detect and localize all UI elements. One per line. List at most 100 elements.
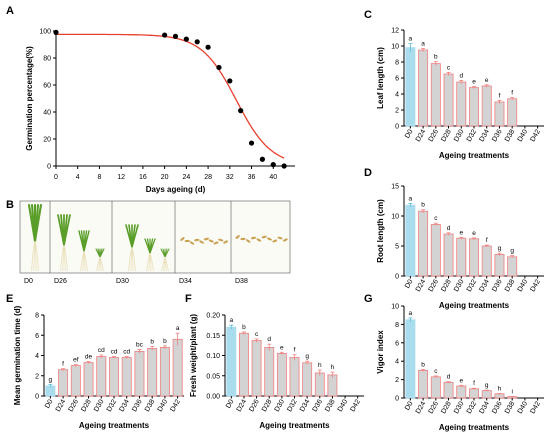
x-tick-label: 28 (204, 174, 212, 181)
data-point (194, 39, 200, 45)
panel-label-f: F (185, 293, 192, 305)
seedling-illustration (95, 248, 105, 272)
x-tick-label: D26 (428, 278, 441, 293)
significance-label: e (472, 230, 476, 237)
bar (405, 204, 416, 277)
y-axis-title: Mean germination time (d) (13, 305, 22, 405)
x-tick-label: D32 (286, 398, 299, 413)
y-tick-label: 10 (391, 214, 399, 221)
x-tick-label: 36 (248, 174, 256, 181)
photo-label-d34: D34 (179, 278, 192, 285)
x-tick-label: D38 (324, 398, 337, 413)
x-tick-label: 32 (226, 174, 234, 181)
x-tick-label: D36 (131, 398, 144, 413)
y-tick-label: 20 (43, 137, 51, 144)
y-tick-label: 2 (395, 377, 399, 384)
x-axis-title: Ageing treatments (79, 421, 150, 430)
x-tick-label: D34 (478, 278, 491, 293)
y-tick-label: 0.10 (206, 353, 220, 360)
y-tick-label: 0.15 (206, 333, 220, 340)
bar (226, 326, 237, 397)
x-tick-label: D24 (415, 400, 428, 415)
leaf-blade (131, 224, 139, 248)
x-tick-label: D24 (236, 398, 249, 413)
bar (159, 346, 170, 397)
bar (147, 348, 158, 397)
significance-label: a (230, 317, 234, 324)
photo-label-d26: D26 (54, 278, 67, 285)
x-tick-label: D30 (93, 398, 106, 413)
y-tick-label: 2 (395, 108, 399, 115)
y-tick-label: 4 (395, 92, 399, 99)
seed (235, 235, 240, 239)
significance-label: f (499, 92, 501, 99)
y-tick-label: 0 (47, 164, 51, 171)
data-point (238, 108, 244, 114)
y-tick-label: 0 (395, 274, 399, 281)
x-tick-label: D26 (428, 400, 441, 415)
y-tick-label: 4 (395, 359, 399, 366)
bar (418, 210, 429, 277)
x-tick-label: D24 (55, 398, 68, 413)
significance-label: a (409, 310, 413, 317)
x-tick-label: D34 (299, 398, 312, 413)
x-tick-label: D26 (68, 398, 81, 413)
bar (302, 362, 313, 397)
bar (430, 63, 441, 127)
germination-curve-chart: 0 4 8 12 16 20 24 28 32 36 40 0 20 40 60 80 100 Days agei… (25, 29, 295, 194)
significance-label: cd (98, 347, 105, 354)
y-tick-label: 2 (35, 373, 39, 380)
mean-germination-time-bar-chart: 0 2 4 6 8 g D0 f D24 ef D26 de D28 cd D30 cd D32 cd D34 bc D… (13, 305, 184, 430)
bar (494, 253, 505, 277)
bar (443, 381, 454, 399)
y-tick-label: 4 (35, 353, 39, 360)
x-tick-label: D38 (144, 398, 157, 413)
x-tick-label: D0 (404, 400, 415, 411)
y-axis-title: Leaf length (cm) (376, 47, 385, 109)
data-point (270, 162, 276, 168)
significance-label: cd (111, 349, 118, 356)
seedling-illustration (57, 214, 71, 272)
data-point (205, 44, 211, 50)
x-tick-label: D0 (404, 128, 415, 139)
significance-label: cd (123, 349, 130, 356)
y-axis-title: Root length (cm) (376, 199, 385, 263)
significance-label: e (459, 377, 463, 384)
bar (481, 85, 492, 127)
significance-label: g (305, 353, 309, 360)
x-tick-label: D34 (478, 400, 491, 415)
bar (405, 47, 416, 127)
panel-label-c: C (364, 9, 372, 21)
bar (481, 245, 492, 277)
seed (250, 236, 257, 240)
y-tick-label: 15 (391, 184, 399, 191)
y-tick-label: 10 (391, 304, 399, 311)
bar (456, 81, 467, 127)
seedling-illustration (144, 238, 156, 272)
leaf-blade (83, 230, 90, 252)
x-tick-label: D36 (491, 400, 504, 415)
significance-label: a (176, 325, 180, 332)
significance-label: d (459, 72, 463, 79)
seed (203, 237, 209, 241)
x-tick-label: D36 (312, 398, 325, 413)
bar (70, 365, 81, 397)
seed (189, 241, 195, 245)
bar (289, 357, 300, 397)
seedling-illustration (27, 203, 43, 272)
bar (251, 340, 262, 397)
significance-label: e (459, 229, 463, 236)
significance-label: g (510, 248, 514, 255)
significance-label: c (434, 215, 438, 222)
x-tick-label: D30 (453, 128, 466, 143)
x-axis-title: Ageing treatments (439, 151, 510, 160)
x-tick-label: 4 (76, 174, 80, 181)
x-tick-label: D32 (466, 128, 479, 143)
bar (134, 351, 145, 397)
significance-label: b (150, 338, 154, 345)
seed (180, 237, 185, 241)
y-tick-label: 0 (395, 396, 399, 403)
x-tick-label: D30 (453, 400, 466, 415)
x-tick-label: D42 (169, 398, 182, 413)
x-tick-label: D34 (118, 398, 131, 413)
